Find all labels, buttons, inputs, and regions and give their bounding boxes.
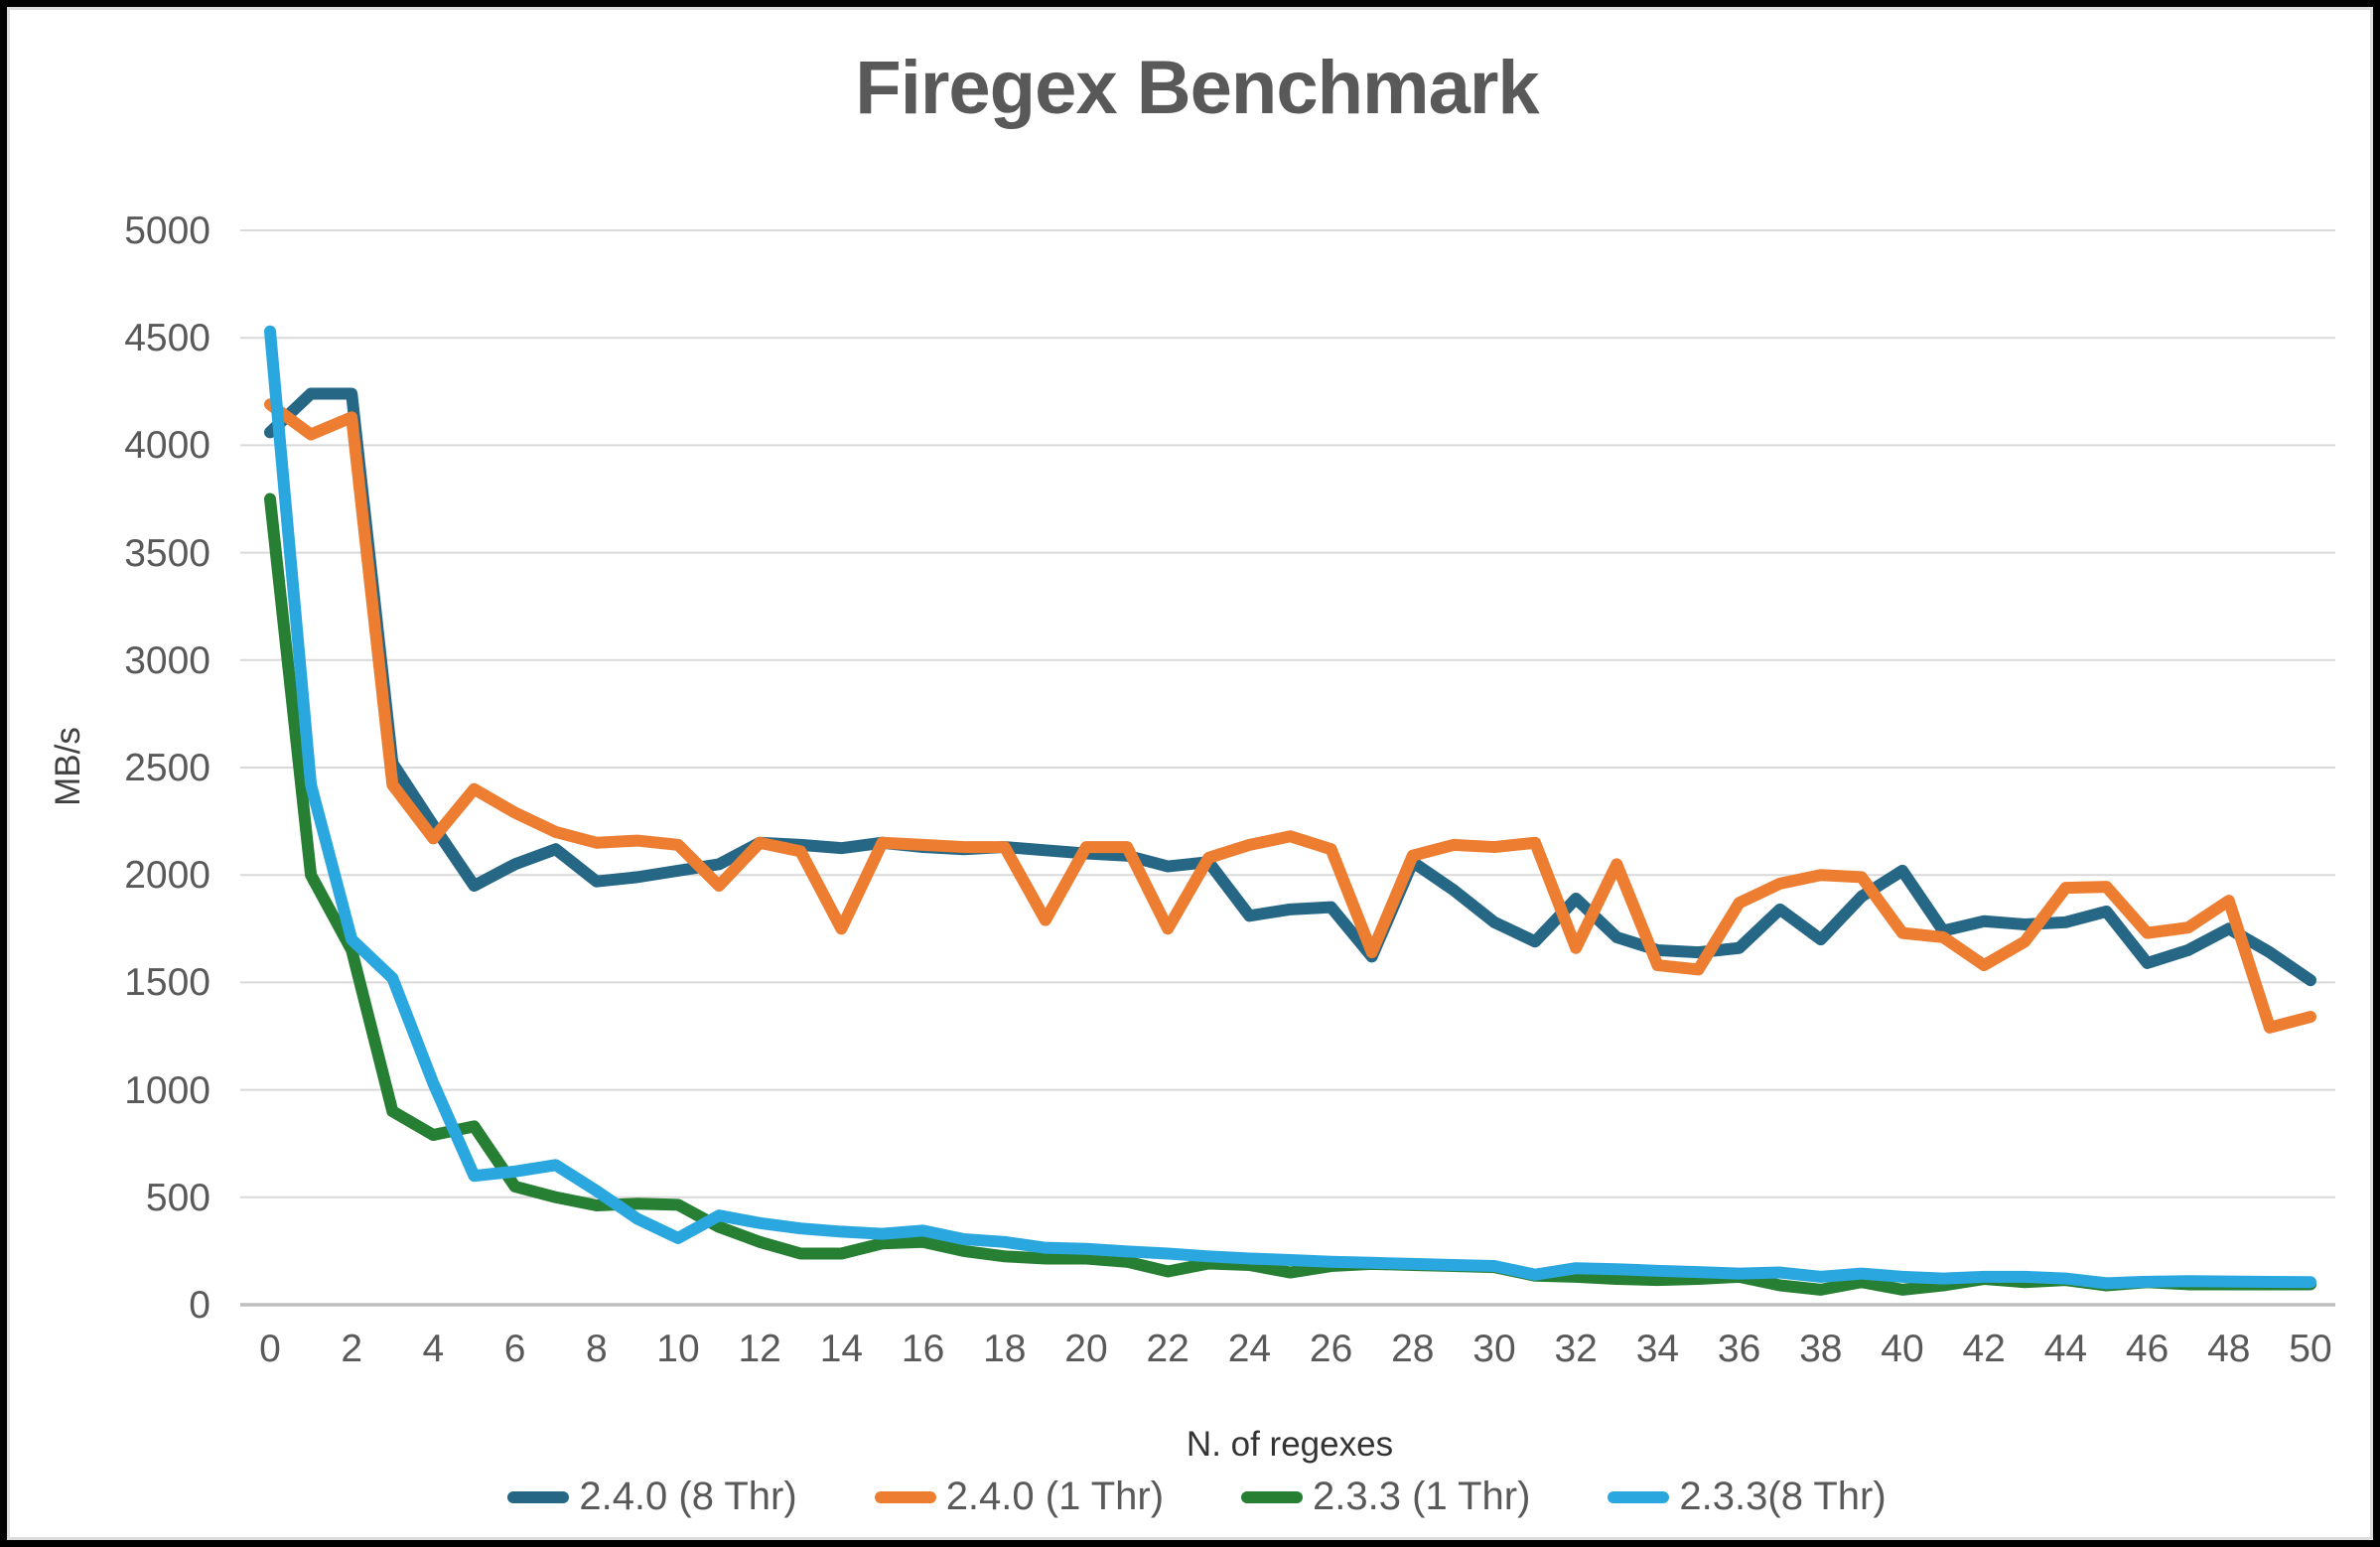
x-axis-tick-label: 28 [1391, 1328, 1435, 1370]
legend-line-swatch-icon [507, 1490, 570, 1503]
y-axis-tick-label: 3500 [124, 531, 210, 575]
x-axis-tick-label: 20 [1064, 1328, 1108, 1370]
legend-item: 2.4.0 (1 Thr) [874, 1475, 1165, 1519]
y-axis-tick-label: 0 [189, 1284, 210, 1327]
legend-item: 2.3.3(8 Thr) [1608, 1475, 1887, 1519]
x-axis-tick-label: 32 [1554, 1328, 1598, 1370]
series-line-1 [264, 387, 2316, 987]
x-axis-tick-label: 22 [1146, 1328, 1190, 1370]
legend-line-swatch-icon [1608, 1490, 1670, 1503]
y-axis-title: MB/s [49, 727, 87, 806]
x-axis-tick-label: 26 [1309, 1328, 1353, 1370]
x-axis-title: N. of regexes [1186, 1425, 1394, 1464]
x-axis-tick-label: 36 [1717, 1328, 1761, 1370]
plot-area [240, 229, 2335, 1307]
x-axis-tick-label: 24 [1227, 1328, 1272, 1370]
legend-label: 2.4.0 (8 Thr) [579, 1475, 797, 1518]
y-axis-tick-label: 500 [145, 1176, 210, 1219]
x-axis-tick-label: 6 [503, 1328, 526, 1370]
x-axis-tick-label: 4 [422, 1328, 445, 1370]
y-axis-tick-label: 1500 [124, 961, 210, 1005]
x-axis-tick-label: 50 [2289, 1328, 2332, 1370]
x-axis-tick-label: 16 [901, 1328, 945, 1370]
x-axis-tick-label: 2 [341, 1328, 363, 1370]
y-axis-tick-label: 1000 [124, 1068, 210, 1112]
y-axis-tick-label: 2000 [124, 854, 210, 898]
series-line-4 [264, 325, 2316, 1290]
y-axis-tick-label: 4500 [124, 317, 210, 360]
legend-label: 2.3.3(8 Thr) [1679, 1475, 1887, 1518]
x-axis-tick-label: 10 [656, 1328, 700, 1370]
legend-label: 2.3.3 (1 Thr) [1313, 1475, 1531, 1518]
chart-title: Firegex Benchmark [855, 46, 1539, 130]
x-axis-tick-label: 40 [1881, 1328, 1924, 1370]
x-axis-tick-label: 46 [2125, 1328, 2170, 1370]
legend: 2.4.0 (8 Thr) 2.4.0 (1 Thr) 2.3.3 (1 Thr) 2… [7, 1475, 2373, 1519]
legend-item: 2.3.3 (1 Thr) [1241, 1475, 1530, 1519]
y-axis-tick-label: 2500 [124, 747, 210, 789]
legend-label: 2.4.0 (1 Thr) [945, 1475, 1165, 1518]
y-axis-tick-label: 5000 [124, 210, 210, 252]
x-axis-tick-label: 38 [1799, 1328, 1843, 1370]
legend-line-swatch-icon [1241, 1490, 1304, 1503]
x-axis-tick-label: 42 [1962, 1328, 2006, 1370]
x-axis-tick-label: 8 [585, 1328, 608, 1370]
x-axis-tick-label: 14 [819, 1328, 864, 1370]
legend-item: 2.4.0 (8 Thr) [507, 1475, 797, 1519]
x-axis-tick-label: 34 [1635, 1328, 1680, 1370]
x-axis-tick-label: 44 [2043, 1328, 2088, 1370]
x-axis-tick-label: 48 [2207, 1328, 2251, 1370]
series-line-2 [264, 398, 2316, 1034]
y-axis-tick-label: 4000 [124, 424, 210, 468]
x-axis-tick-label: 18 [983, 1328, 1027, 1370]
x-axis-tick-label: 30 [1472, 1328, 1516, 1370]
x-axis-tick-label: 0 [259, 1328, 281, 1370]
x-axis-tick-label: 12 [738, 1328, 781, 1370]
legend-line-swatch-icon [874, 1490, 936, 1503]
y-axis-tick-label: 3000 [124, 638, 210, 682]
